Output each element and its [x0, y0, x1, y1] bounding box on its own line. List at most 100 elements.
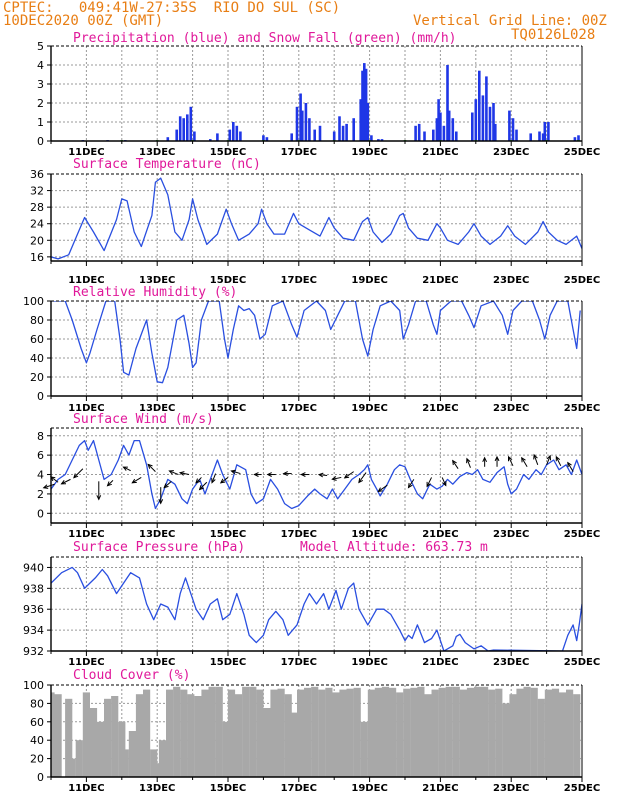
- wind-arrow-head: [230, 469, 236, 475]
- wind-arrow-head: [106, 481, 112, 487]
- pressure-x-tick-label: 13DEC: [139, 657, 175, 668]
- wind-arrow-head: [567, 461, 572, 468]
- cloud-bar: [187, 694, 195, 777]
- pressure-x-tick-label: 19DEC: [351, 657, 387, 668]
- precip-bar: [235, 125, 239, 141]
- cloud-bar: [566, 689, 574, 777]
- precip-bar: [166, 137, 170, 141]
- cloud-bar: [208, 686, 216, 777]
- rh-x-tick-label: 15DEC: [210, 403, 246, 414]
- precip-bar: [193, 131, 196, 141]
- precip-bar: [474, 99, 478, 141]
- wind-arrow-head: [122, 466, 128, 471]
- precip-bar: [478, 70, 481, 141]
- precip-bar: [178, 116, 182, 141]
- wind-arrow-head: [211, 478, 216, 484]
- cloud-y-tick-label: 0: [37, 771, 44, 784]
- pressure-annotation: Model Altitude: 663.73 m: [300, 540, 488, 555]
- wind-arrow: [179, 472, 190, 476]
- cloud-bar: [558, 692, 567, 777]
- cloud-bar: [523, 686, 531, 777]
- wind-arrow: [231, 470, 241, 475]
- precip-bar: [295, 106, 299, 141]
- wind-arrow-head: [521, 456, 526, 463]
- cloud-bar: [82, 692, 90, 777]
- precip-bar: [228, 129, 232, 141]
- cloud-bar: [111, 696, 119, 777]
- cloud-bar: [389, 687, 397, 777]
- temp-x-tick-label: 21DEC: [422, 275, 458, 286]
- cloud-bar: [452, 686, 460, 777]
- cloud-bar: [445, 686, 453, 777]
- pressure-x-tick-label: 11DEC: [68, 657, 104, 668]
- wind-arrow-head: [73, 473, 79, 479]
- cloud-bar: [270, 689, 278, 777]
- cloud-bar: [318, 689, 326, 777]
- wind-arrow-head: [358, 478, 364, 484]
- wind-arrow-head: [163, 483, 169, 489]
- precip-bar: [313, 129, 316, 141]
- wind-arrow: [195, 477, 202, 484]
- run-date: 10DEC2020 00Z (GMT): [3, 13, 164, 29]
- cloud-x-tick-label: 11DEC: [68, 783, 104, 794]
- cloud-panel: 0 20 40 60 80 100 11DEC 13DEC 15DEC 17DEC 19DEC 21D…: [23, 668, 600, 794]
- wind-arrow: [533, 454, 539, 466]
- precip-y-tick-label: 1: [37, 116, 44, 129]
- precip-bar: [455, 131, 458, 141]
- precip-bar: [332, 131, 336, 141]
- rh-x-tick-label: 23DEC: [493, 403, 529, 414]
- rh-x-tick-label: 25DEC: [564, 403, 600, 414]
- precip-bar: [186, 114, 189, 141]
- precip-title: Precipitation (blue) and Snow Fall (gree…: [73, 31, 457, 46]
- cloud-bar: [438, 687, 446, 777]
- cloud-bar: [89, 708, 98, 777]
- rh-x-tick-label: 11DEC: [68, 403, 104, 414]
- temp-panel: 16 20 24 28 32 36 11DEC 13DEC 15DEC 17DEC 19DEC 21D…: [30, 157, 600, 286]
- cloud-bar: [215, 686, 223, 777]
- precip-x-tick-label: 23DEC: [493, 147, 529, 158]
- temp-line: [51, 177, 582, 260]
- rh-y-tick-label: 20: [30, 371, 44, 384]
- wind-arrow: [332, 476, 342, 480]
- cloud-bar: [143, 689, 151, 777]
- wind-y-tick-label: 8: [37, 430, 44, 443]
- precip-bar: [543, 122, 547, 141]
- precip-bar: [447, 110, 451, 141]
- cloud-bar: [516, 688, 524, 777]
- cloud-bar: [51, 692, 55, 777]
- precip-bar: [370, 135, 373, 141]
- precip-bar: [338, 116, 341, 141]
- precip-bar: [573, 137, 577, 141]
- precip-bar: [189, 106, 193, 141]
- wind-x-tick-label: 21DEC: [422, 529, 458, 540]
- pressure-x-tick-label: 23DEC: [493, 657, 529, 668]
- cloud-bar: [242, 686, 250, 777]
- wind-arrow: [147, 464, 156, 472]
- cloud-x-tick-label: 19DEC: [351, 783, 387, 794]
- precip-bar: [239, 131, 242, 141]
- temp-y-tick-label: 20: [30, 234, 44, 247]
- temp-y-tick-label: 24: [30, 218, 44, 231]
- precip-bar: [359, 99, 362, 141]
- precip-bar: [352, 118, 355, 141]
- wind-arrow: [521, 457, 528, 468]
- wind-arrow-head: [441, 480, 447, 487]
- precip-bar: [301, 110, 304, 141]
- station-header: CPTEC: 049:41W-27:35S RIO DO SUL (SC): [3, 0, 341, 16]
- wind-arrow-head: [198, 485, 204, 491]
- wind-arrow-head: [533, 453, 538, 460]
- precip-bar: [577, 135, 580, 141]
- wind-arrow: [546, 455, 551, 466]
- cloud-bar: [374, 687, 382, 777]
- cloud-bar: [502, 703, 510, 777]
- cloud-y-tick-label: 60: [30, 716, 44, 729]
- wind-arrow-head: [131, 478, 137, 484]
- rh-series: [51, 301, 581, 384]
- wind-arrow: [73, 468, 84, 479]
- precip-bar: [488, 106, 492, 141]
- cloud-x-tick-label: 13DEC: [139, 783, 175, 794]
- wind-arrow: [555, 456, 562, 467]
- rh-y-tick-label: 80: [30, 314, 44, 327]
- pressure-x-tick-label: 17DEC: [281, 657, 317, 668]
- precip-bar: [364, 68, 368, 141]
